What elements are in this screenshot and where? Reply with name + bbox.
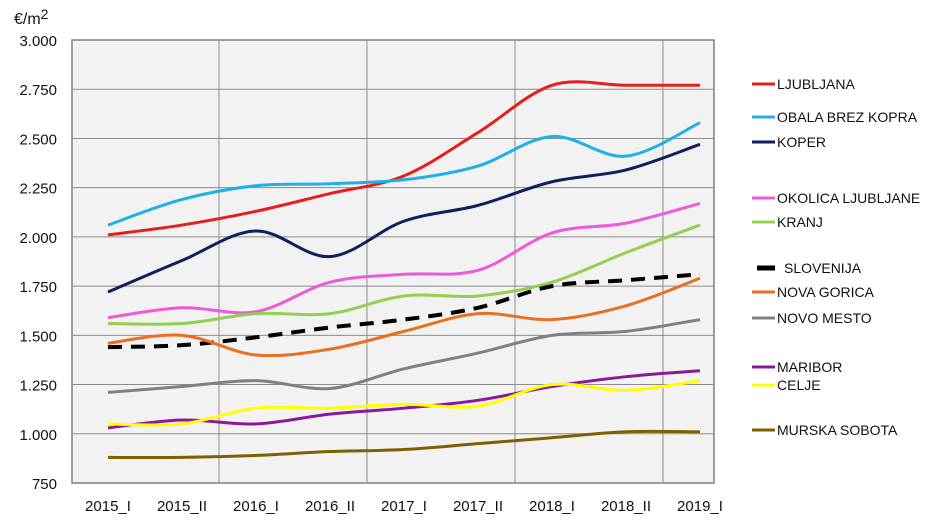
y-tick-label: 3.000: [19, 33, 57, 50]
x-tick-label: 2016_I: [233, 498, 279, 515]
y-axis: 3.000 2.750 2.500 2.250 2.000 1.750 1.500 1.250…: [19, 33, 57, 493]
series-line-nova-gorica: [107, 276, 701, 358]
x-tick-label: 2016_II: [305, 498, 355, 515]
x-tick-label: 2017_I: [381, 498, 427, 515]
legend-label-novo-mesto: NOVO MESTO: [777, 310, 872, 326]
x-tick-label: 2019_I: [677, 498, 723, 515]
series-line-kranj: [107, 223, 701, 326]
legend-label-celje: CELJE: [777, 377, 821, 393]
legend-label-ljubljana: LJUBLJANA: [777, 76, 855, 92]
series-line-koper: [107, 142, 701, 294]
legend-label-maribor: MARIBOR: [777, 359, 842, 375]
legend-label-obala-brez-kopra: OBALA BREZ KOPRA: [777, 109, 918, 125]
y-tick-label: 1.250: [19, 378, 57, 395]
y-tick-label: 2.500: [19, 131, 57, 148]
series-line-murska-sobota: [107, 429, 701, 460]
x-axis: 2015_I 2015_II 2016_I 2016_II 2017_I 2017_II 2…: [85, 498, 723, 515]
x-tick-label: 2017_II: [453, 498, 503, 515]
y-unit-base: €/m: [14, 11, 41, 28]
legend-label-koper: KOPER: [777, 134, 826, 150]
series-line-celje: [107, 379, 701, 427]
x-tick-label: 2018_II: [601, 498, 651, 515]
series-line-okolica-ljubljane: [107, 201, 701, 320]
y-tick-label: 1.000: [19, 427, 57, 444]
y-unit-exp: 2: [41, 6, 49, 22]
legend-label-murska-sobota: MURSKA SOBOTA: [777, 422, 898, 438]
legend: LJUBLJANA OBALA BREZ KOPRA KOPER OKOLICA LJ…: [752, 76, 920, 438]
plot-background: [71, 39, 715, 484]
x-tick-label: 2015_II: [157, 498, 207, 515]
x-tick-label: 2015_I: [85, 498, 131, 515]
y-tick-label: 1.500: [19, 328, 57, 345]
y-axis-unit: €/m2: [14, 6, 49, 28]
y-tick-label: 2.250: [19, 181, 57, 198]
legend-label-okolica-ljubljane: OKOLICA LJUBLJANE: [777, 190, 920, 206]
y-tick-label: 2.750: [19, 82, 57, 99]
series-lines: [107, 80, 701, 460]
plot-area: [71, 39, 715, 484]
series-line-obala-brez-kopra: [107, 121, 701, 227]
x-tick-label: 2018_I: [529, 498, 575, 515]
series-line-ljubljana: [107, 80, 700, 237]
series-line-novo-mesto: [107, 318, 701, 394]
y-tick-label: 750: [32, 476, 57, 493]
legend-label-slovenija: SLOVENIJA: [784, 260, 862, 276]
legend-label-nova-gorica: NOVA GORICA: [777, 284, 875, 300]
y-tick-label: 2.000: [19, 230, 57, 247]
y-tick-label: 1.750: [19, 279, 57, 296]
legend-label-kranj: KRANJ: [777, 214, 823, 230]
series-line-slovenija: [107, 272, 701, 350]
